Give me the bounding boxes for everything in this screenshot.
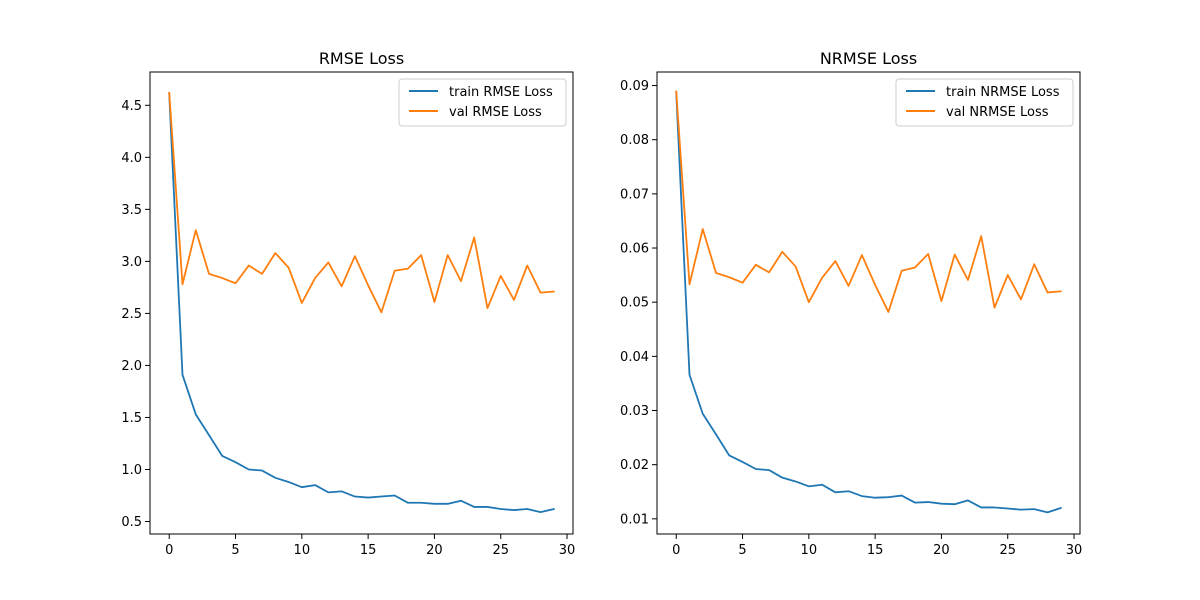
nrmse-y-tick-label: 0.05 [620,296,649,311]
nrmse-legend-box [895,78,1074,127]
nrmse-x-tick-label: 15 [867,543,884,558]
nrmse-loss-subplot: NRMSE Loss 0 5 10 15 20 25 30 0.01 0.02 0.03 0.04… [620,49,1082,558]
rmse-y-tick-label: 2.0 [121,359,142,374]
rmse-chart-title: RMSE Loss [319,49,404,68]
rmse-x-tick-label: 25 [492,543,509,558]
rmse-x-tick-label: 20 [426,543,443,558]
nrmse-x-tick-label: 25 [999,543,1016,558]
nrmse-plot-lines [675,90,1062,514]
rmse-legend: train RMSE Loss val RMSE Loss [398,78,567,127]
nrmse-legend: train NRMSE Loss val NRMSE Loss [895,78,1074,127]
nrmse-y-tick-label: 0.07 [620,187,649,202]
nrmse-x-tick-label: 5 [738,543,746,558]
nrmse-axes-frame [656,71,1081,535]
rmse-y-tick-label: 2.5 [121,307,142,322]
rmse-x-tick-label: 10 [294,543,311,558]
nrmse-x-tick-label: 10 [801,543,818,558]
rmse-x-axis-ticks: 0 5 10 15 20 25 30 [165,534,575,558]
rmse-axes-frame [149,71,574,535]
rmse-x-tick-label: 30 [559,543,576,558]
rmse-loss-subplot: RMSE Loss 0 5 10 15 20 25 30 0.5 1.0 1.5 2.0 2.5 3.… [121,49,575,558]
nrmse-chart-title: NRMSE Loss [820,49,917,68]
nrmse-y-tick-label: 0.03 [620,404,649,419]
rmse-x-tick-label: 0 [165,543,173,558]
nrmse-y-tick-label: 0.09 [620,79,649,94]
rmse-y-tick-label: 3.5 [121,203,142,218]
rmse-plot-lines [168,91,555,514]
rmse-legend-val-label: val RMSE Loss [449,105,542,120]
nrmse-x-tick-label: 20 [933,543,950,558]
nrmse-x-axis-ticks: 0 5 10 15 20 25 30 [672,534,1082,558]
rmse-y-tick-label: 4.0 [121,151,142,166]
rmse-y-tick-label: 3.0 [121,255,142,270]
rmse-x-tick-label: 15 [360,543,377,558]
rmse-y-tick-label: 1.0 [121,463,142,478]
nrmse-y-tick-label: 0.01 [620,512,649,527]
rmse-y-tick-label: 0.5 [121,515,142,530]
rmse-val-line [168,91,555,314]
nrmse-y-tick-label: 0.04 [620,350,649,365]
rmse-y-tick-label: 1.5 [121,411,142,426]
nrmse-x-tick-label: 0 [672,543,680,558]
nrmse-y-tick-label: 0.02 [620,458,649,473]
nrmse-legend-train-label: train NRMSE Loss [946,85,1060,100]
rmse-y-tick-label: 4.5 [121,99,142,114]
nrmse-val-line [675,90,1062,313]
nrmse-legend-val-label: val NRMSE Loss [946,105,1049,120]
rmse-train-line [168,92,555,514]
nrmse-y-tick-label: 0.06 [620,242,649,257]
nrmse-train-line [675,91,1062,514]
rmse-legend-box [398,78,567,127]
nrmse-y-axis-ticks: 0.01 0.02 0.03 0.04 0.05 0.06 0.07 0.08 0.09 [620,79,657,527]
nrmse-x-tick-label: 30 [1066,543,1083,558]
rmse-y-axis-ticks: 0.5 1.0 1.5 2.0 2.5 3.0 3.5 4.0 4.5 [121,99,150,530]
rmse-x-tick-label: 5 [231,543,239,558]
rmse-legend-train-label: train RMSE Loss [449,85,553,100]
nrmse-y-tick-label: 0.08 [620,133,649,148]
